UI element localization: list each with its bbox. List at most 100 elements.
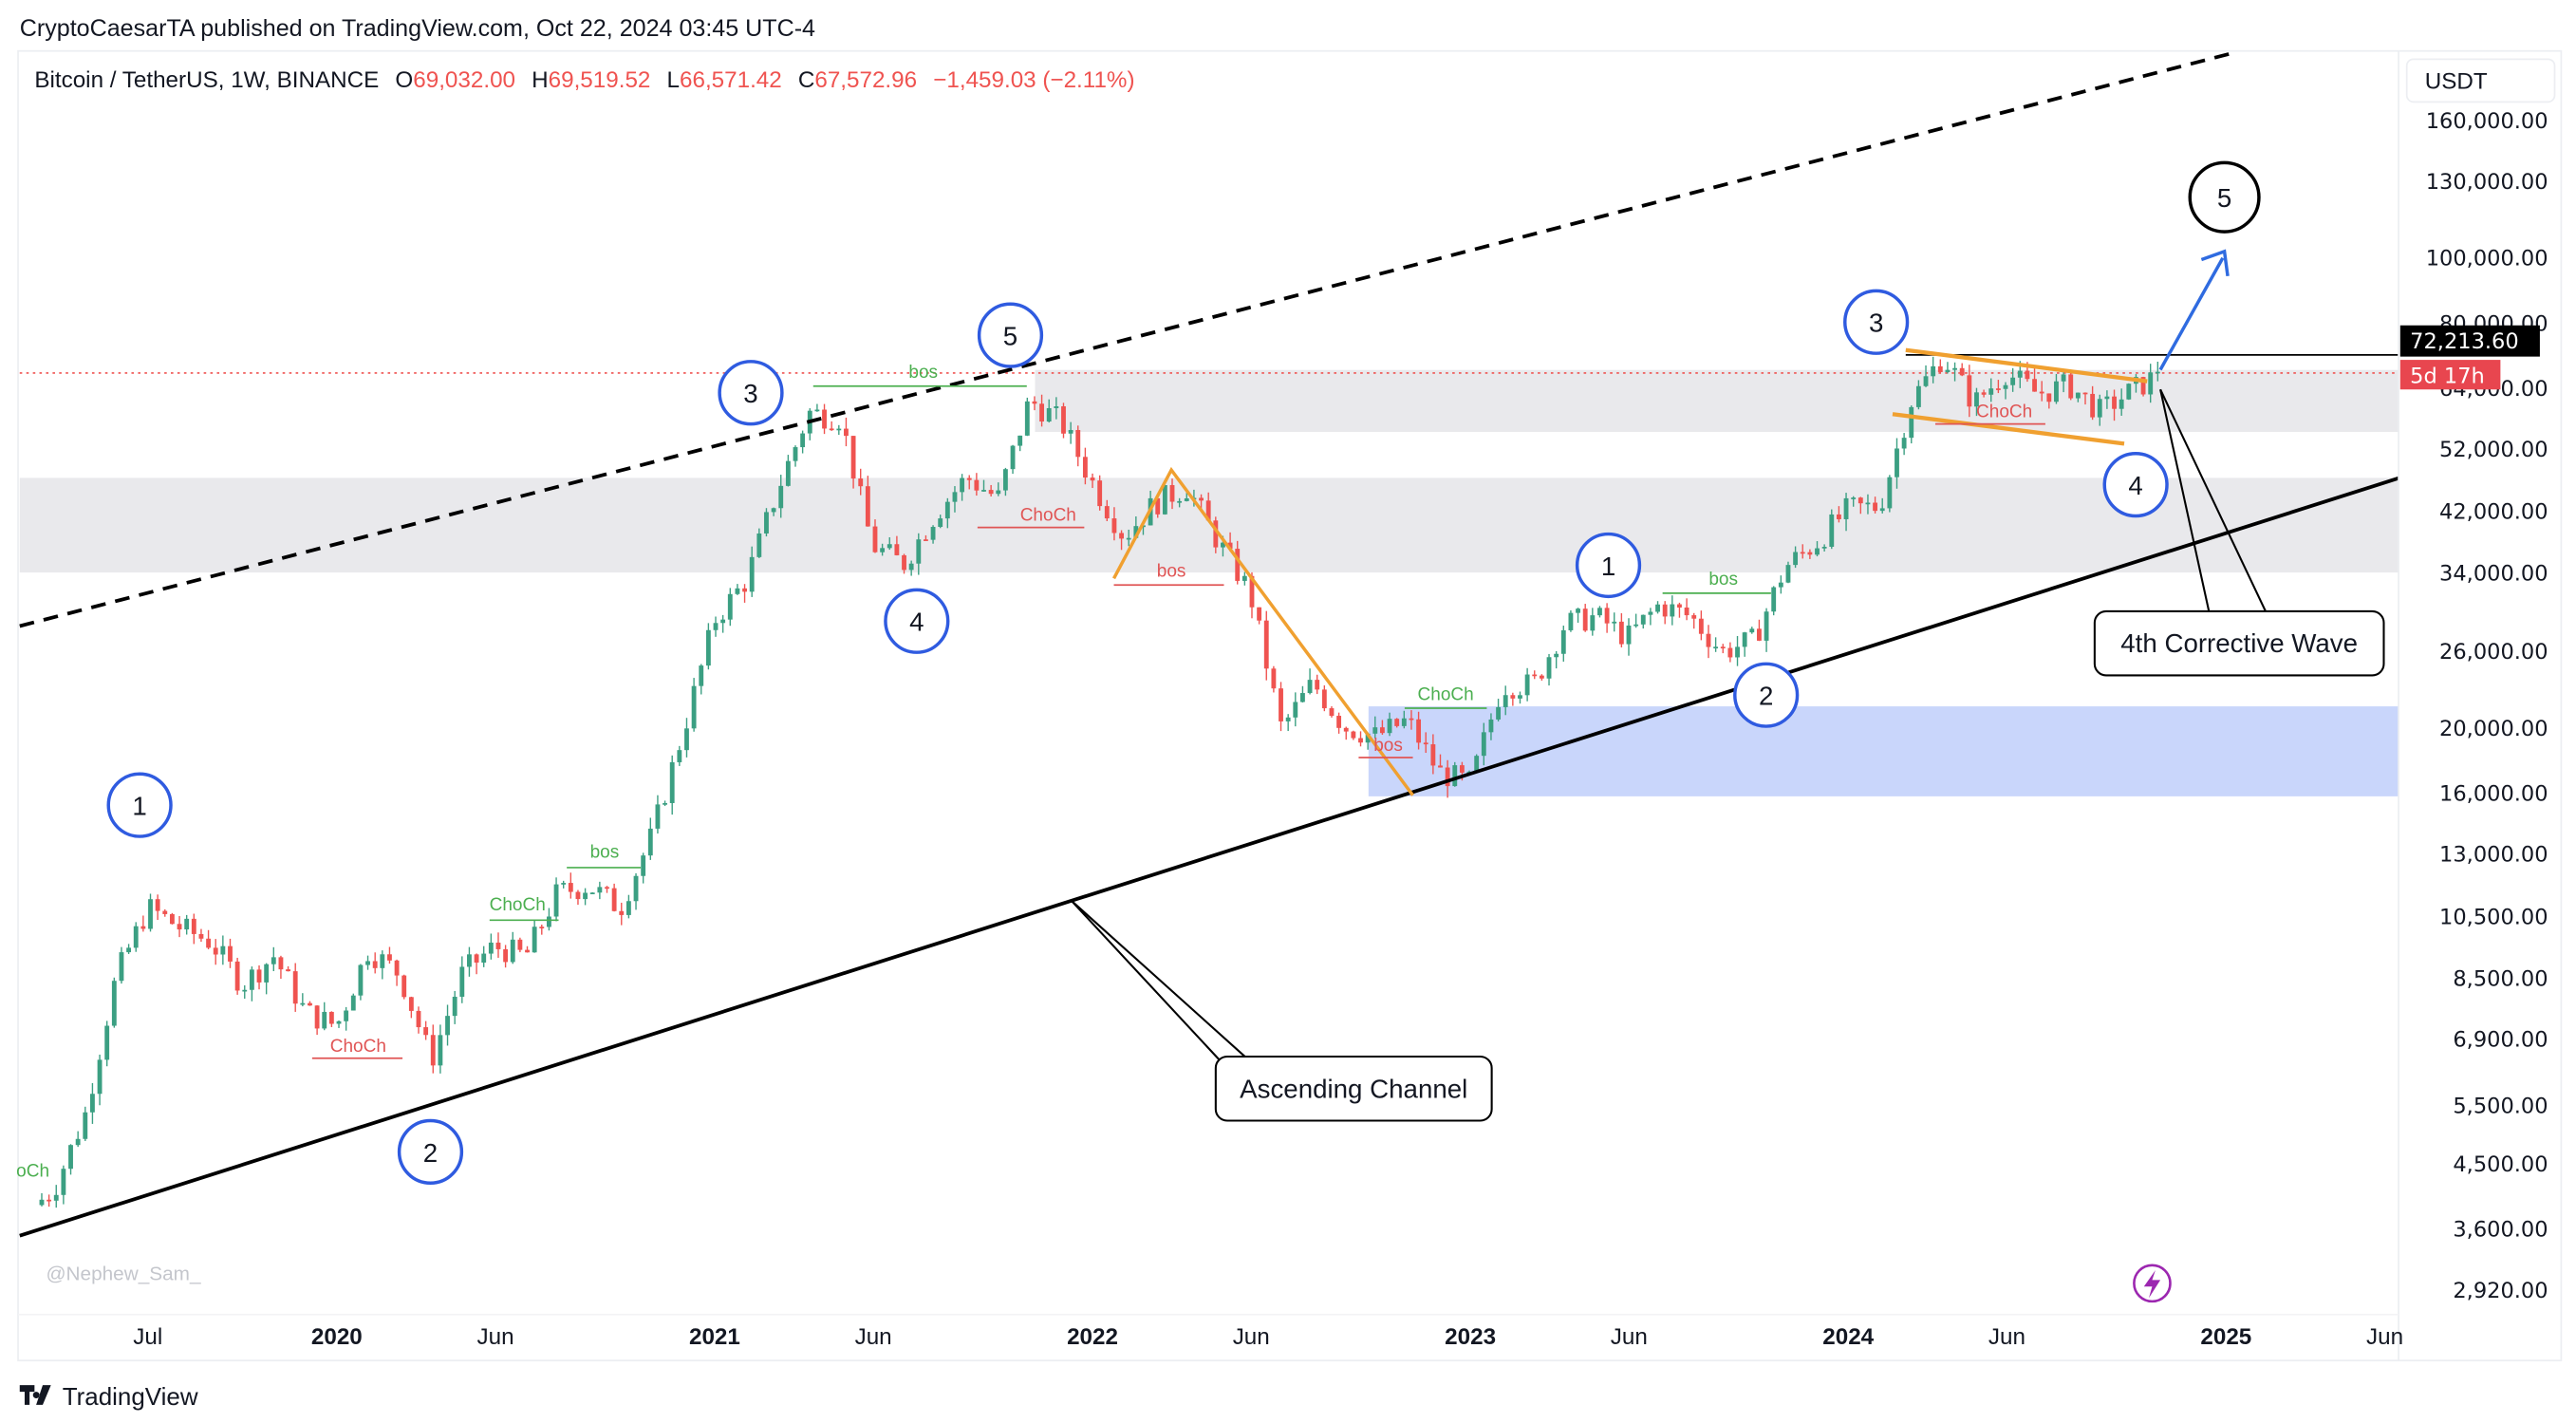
wave-label-3: 3	[1843, 289, 1910, 355]
candle	[1068, 421, 1073, 444]
candle-body	[133, 926, 139, 948]
candle-body	[1560, 629, 1566, 654]
candle-body	[1749, 628, 1755, 633]
candle-body	[705, 629, 711, 666]
candle	[1749, 627, 1755, 634]
candle	[1821, 544, 1827, 552]
time-tick-label: 2024	[1822, 1324, 1874, 1350]
candle-body	[1046, 407, 1052, 422]
price-axis[interactable]: 160,000.00130,000.00100,000.0080,000.006…	[2398, 50, 2548, 1361]
candle-body	[191, 918, 196, 934]
candle-body	[960, 477, 965, 493]
candle-body	[1662, 604, 1668, 617]
candle	[1279, 682, 1283, 732]
candle-body	[1800, 552, 1805, 554]
candle	[1851, 496, 1857, 507]
candle	[561, 880, 567, 889]
candle-body	[39, 1199, 45, 1206]
candle-body	[445, 1016, 450, 1036]
candle-body	[1032, 401, 1037, 404]
candle-body	[119, 952, 124, 982]
candle	[1111, 507, 1117, 541]
candle-body	[525, 949, 530, 953]
candle	[1931, 356, 1936, 384]
candle-body	[97, 1059, 103, 1095]
candle	[2090, 385, 2096, 421]
candle	[974, 473, 980, 496]
wave-number: 1	[1601, 552, 1615, 581]
price-tick-label: 3,600.00	[2453, 1218, 2548, 1243]
wave-label-4: 4	[2102, 452, 2169, 518]
candle-body	[1343, 727, 1349, 732]
candle	[1307, 668, 1313, 695]
price-tick-label: 4,500.00	[2453, 1152, 2548, 1177]
time-axis[interactable]: Jul 2020 Jun 2021 Jun 2022 Jun 2023 Jun 2024 Jun 20…	[18, 1313, 2403, 1350]
candle-body	[2155, 371, 2160, 374]
wave-number: 3	[1869, 309, 1883, 338]
chart-frame	[17, 49, 2563, 1362]
candle-body	[1793, 552, 1799, 566]
candle	[1126, 529, 1131, 547]
candle-body	[510, 939, 515, 963]
candle-body	[2097, 399, 2102, 418]
candle	[2075, 392, 2081, 403]
candle-body	[749, 556, 755, 592]
candle	[1879, 497, 1885, 514]
candle-body	[1887, 477, 1893, 509]
candle	[1720, 644, 1726, 654]
candle-body	[1445, 767, 1450, 787]
candle	[546, 908, 551, 931]
candle-body	[278, 957, 284, 970]
candle	[844, 417, 849, 447]
candle	[778, 475, 784, 518]
candle-body	[2126, 384, 2132, 400]
candle-body	[1430, 744, 1436, 766]
candle-body	[264, 964, 270, 983]
candle	[1539, 674, 1544, 681]
candle	[764, 508, 769, 537]
ohlc-legend: Bitcoin / TetherUS, 1W, BINANCE O69,032.…	[34, 67, 1134, 93]
candle-body	[1757, 628, 1762, 641]
candle-body	[713, 623, 719, 630]
candle	[1691, 612, 1697, 629]
candle-body	[1895, 448, 1899, 477]
wave-circle	[884, 588, 950, 654]
candle-body	[286, 969, 290, 972]
candle	[880, 543, 886, 556]
wave-label-1: 1	[106, 772, 173, 838]
price-tick-label: 20,000.00	[2439, 717, 2548, 741]
candle-body	[1959, 367, 1965, 376]
candle	[416, 1006, 421, 1034]
candle	[1082, 447, 1088, 485]
candle	[2032, 367, 2037, 392]
candle	[1263, 610, 1269, 681]
candle	[1815, 541, 1820, 557]
candle-body	[619, 910, 625, 915]
symbol-label: Bitcoin / TetherUS, 1W, BINANCE	[34, 67, 379, 93]
candle	[858, 468, 864, 496]
candle	[1336, 712, 1342, 734]
candle-body	[720, 619, 726, 624]
candle-body	[1626, 625, 1632, 645]
candle	[2068, 371, 2074, 401]
candle	[887, 536, 892, 551]
candle-body	[1829, 514, 1835, 548]
candle	[148, 893, 153, 932]
wave-circle	[1843, 289, 1910, 355]
tradingview-logo[interactable]: TradingView	[19, 1382, 198, 1411]
candle	[1655, 601, 1660, 614]
candle	[908, 560, 914, 576]
candle-body	[1329, 708, 1335, 717]
candle-body	[1851, 497, 1857, 499]
candle-body	[53, 1194, 59, 1201]
structure-label-choch: ChoCh	[1020, 506, 1076, 526]
currency-button[interactable]: USDT	[2405, 58, 2556, 103]
candle-body	[1162, 485, 1167, 515]
candle-body	[1764, 611, 1769, 641]
candle	[1915, 380, 1921, 410]
candle	[625, 894, 631, 919]
candle	[445, 1004, 450, 1046]
lightning-icon[interactable]	[2133, 1264, 2172, 1303]
candle	[2061, 371, 2066, 393]
